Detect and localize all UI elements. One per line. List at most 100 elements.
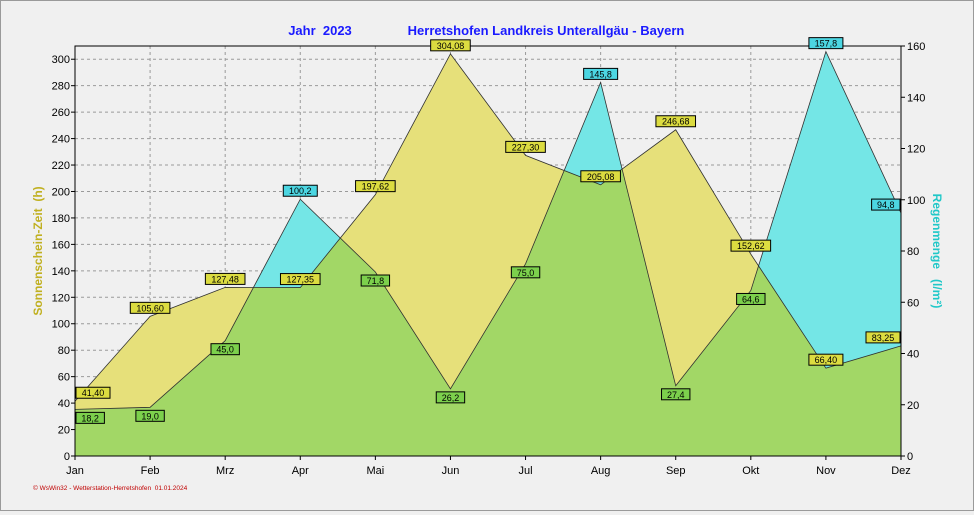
tick-label-x: Nov (816, 465, 836, 477)
overlap-area (75, 53, 901, 456)
sunshine-value-label-text: 205,08 (587, 172, 615, 182)
rain-value-label: 26,2 (435, 391, 466, 404)
sunshine-value-label-text: 41,40 (82, 388, 105, 398)
footer-credit: © WsWin32 - Wetterstation-Herretshofen 0… (33, 484, 188, 492)
sunshine-value-label-box (505, 140, 546, 153)
tick-label-x: Jun (442, 465, 460, 477)
sunshine-value-label: 127,35 (279, 273, 321, 286)
sunshine-line (74, 53, 902, 402)
rain-value-label: 145,8 (583, 67, 619, 80)
sunshine-value-label-box (204, 272, 246, 285)
tick-label-left: 100 (52, 319, 70, 331)
tick-label-left: 120 (52, 292, 70, 304)
sunshine-value-label: 227,30 (505, 140, 546, 153)
rain-value-label-box (135, 409, 165, 422)
rain-value-label-box (360, 274, 391, 287)
rain-value-label: 100,2 (282, 184, 318, 197)
tick-label-left: 0 (64, 451, 70, 463)
sunshine-value-label-box (865, 331, 901, 344)
tick-label-x: Dez (891, 465, 911, 477)
sunshine-value-label-text: 227,30 (512, 142, 540, 152)
tick-label-left: 20 (58, 425, 70, 437)
sunshine-value-label-box (430, 39, 471, 52)
sunshine-value-label-box (808, 353, 844, 366)
rain-value-label-text: 19,0 (141, 411, 159, 421)
rain-value-label: 71,8 (360, 274, 391, 287)
sunshine-value-label-box (279, 273, 321, 286)
data-labels: 41,40 105,60 127,48 127,35 197,62 304,08 227,3… (75, 37, 901, 424)
tick-label-left: 240 (52, 134, 70, 146)
tick-label-right: 120 (907, 144, 925, 156)
sunshine-value-label-text: 83,25 (872, 333, 895, 343)
sunshine-value-label-box (355, 180, 396, 193)
rain-value-label: 18,2 (75, 411, 105, 424)
rain-value-label-box (808, 37, 844, 50)
rain-value-label: 45,0 (210, 343, 240, 356)
rain-value-label-box (282, 184, 318, 197)
sunshine-value-label-box (655, 115, 697, 128)
sunshine-value-label: 152,62 (730, 239, 772, 252)
sunshine-value-label: 197,62 (355, 180, 396, 193)
rain-value-label-text: 71,8 (367, 276, 385, 286)
tick-label-right: 140 (907, 92, 925, 104)
y-axis-right-label: Regenmenge (l/m²) (930, 194, 944, 309)
rain-value-label-text: 145,8 (589, 69, 612, 79)
rain-value-label: 27,4 (661, 388, 691, 401)
rain-value-label-text: 64,6 (742, 294, 760, 304)
sunshine-value-label: 205,08 (580, 170, 621, 183)
sunshine-value-label: 66,40 (808, 353, 844, 366)
sunshine-value-label-text: 246,68 (662, 117, 690, 127)
tick-label-right: 0 (907, 451, 913, 463)
tick-label-right: 80 (907, 246, 919, 258)
rain-value-label: 157,8 (808, 37, 844, 50)
axes: 0204060801001201401601802002202402602803… (52, 41, 926, 477)
rain-value-label-text: 27,4 (667, 390, 685, 400)
sunshine-value-label-text: 66,40 (815, 355, 838, 365)
sunshine-value-label-text: 127,48 (211, 274, 239, 284)
sunshine-value-label-text: 304,08 (437, 41, 465, 51)
tick-label-right: 160 (907, 41, 925, 53)
tick-label-right: 60 (907, 297, 919, 309)
tick-label-x: Mrz (216, 465, 234, 477)
rain-value-label-box (871, 198, 901, 211)
sunshine-value-label: 105,60 (129, 301, 171, 314)
tick-label-x: Mai (366, 465, 384, 477)
tick-label-left: 180 (52, 213, 70, 225)
tick-label-left: 220 (52, 160, 70, 172)
sunshine-value-label: 304,08 (430, 39, 471, 52)
rain-value-label: 75,0 (510, 266, 541, 279)
tick-label-left: 140 (52, 266, 70, 278)
tick-label-left: 40 (58, 398, 70, 410)
rain-value-label-text: 75,0 (517, 268, 535, 278)
rain-value-label-box (736, 292, 766, 305)
rain-value-label: 94,8 (871, 198, 901, 211)
sunshine-value-label-box (129, 301, 171, 314)
tick-label-left: 280 (52, 81, 70, 93)
sunshine-value-label-box (580, 170, 621, 183)
chart-title-year: Jahr 2023 (288, 23, 352, 38)
tick-label-left: 260 (52, 107, 70, 119)
rain-value-label-text: 100,2 (289, 186, 312, 196)
tick-label-x: Okt (742, 465, 759, 477)
tick-label-x: Jul (519, 465, 533, 477)
tick-label-left: 80 (58, 345, 70, 357)
tick-label-right: 100 (907, 195, 925, 207)
rain-value-label-text: 18,2 (81, 413, 99, 423)
rain-value-label-box (435, 391, 466, 404)
rain-value-label-text: 45,0 (216, 345, 234, 355)
rain-value-label-box (75, 411, 105, 424)
sunshine-value-label: 127,48 (204, 272, 246, 285)
rain-value-label-box (210, 343, 240, 356)
rain-value-label-text: 26,2 (442, 393, 460, 403)
sunshine-value-label-text: 127,35 (287, 275, 315, 285)
sunshine-value-label-text: 105,60 (136, 303, 164, 313)
sunshine-value-label: 41,40 (75, 386, 111, 399)
tick-label-left: 300 (52, 54, 70, 66)
rain-value-label-box (583, 67, 619, 80)
tick-label-right: 40 (907, 349, 919, 361)
tick-label-x: Feb (141, 465, 160, 477)
sunshine-value-label: 83,25 (865, 331, 901, 344)
tick-label-left: 60 (58, 372, 70, 384)
rain-value-label: 19,0 (135, 409, 165, 422)
